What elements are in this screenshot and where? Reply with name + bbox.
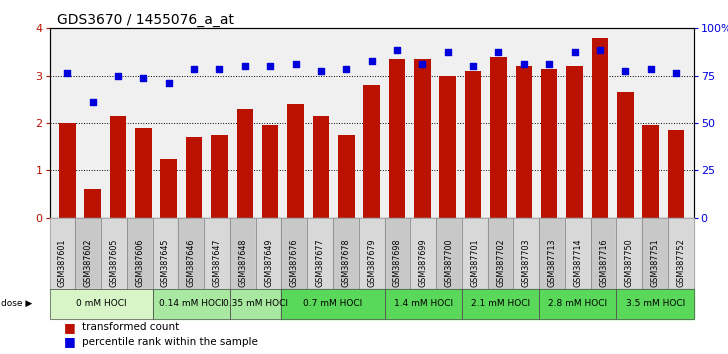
Point bbox=[189, 66, 200, 72]
Text: GSM387700: GSM387700 bbox=[445, 238, 454, 287]
Bar bbox=[211, 135, 228, 218]
Text: 2.1 mM HOCl: 2.1 mM HOCl bbox=[471, 299, 530, 308]
Bar bbox=[541, 69, 558, 218]
Text: GSM387702: GSM387702 bbox=[496, 238, 505, 287]
Point bbox=[645, 66, 657, 72]
Text: GSM387606: GSM387606 bbox=[135, 238, 144, 287]
Text: ■: ■ bbox=[64, 321, 76, 334]
Point bbox=[315, 68, 327, 74]
Bar bbox=[363, 85, 380, 218]
Text: GSM387751: GSM387751 bbox=[651, 238, 660, 287]
Text: GSM387699: GSM387699 bbox=[419, 238, 427, 287]
Bar bbox=[642, 125, 659, 218]
Text: GSM387713: GSM387713 bbox=[547, 238, 556, 287]
Text: GSM387698: GSM387698 bbox=[393, 238, 402, 287]
Bar bbox=[566, 66, 583, 218]
Point bbox=[416, 61, 428, 67]
Text: GSM387645: GSM387645 bbox=[161, 238, 170, 287]
Text: dose ▶: dose ▶ bbox=[1, 299, 32, 308]
Bar bbox=[288, 104, 304, 218]
Text: GSM387679: GSM387679 bbox=[367, 238, 376, 287]
Bar bbox=[59, 123, 76, 218]
Point bbox=[239, 63, 250, 69]
Text: GSM387605: GSM387605 bbox=[109, 238, 119, 287]
Text: GSM387677: GSM387677 bbox=[316, 238, 325, 287]
Text: GSM387703: GSM387703 bbox=[522, 238, 531, 287]
Point bbox=[61, 70, 73, 76]
Text: 0.14 mM HOCl: 0.14 mM HOCl bbox=[159, 299, 223, 308]
Point bbox=[366, 59, 378, 64]
Text: GSM387647: GSM387647 bbox=[213, 238, 221, 287]
Bar bbox=[312, 116, 329, 218]
Text: GSM387601: GSM387601 bbox=[58, 238, 67, 287]
Text: GSM387714: GSM387714 bbox=[574, 238, 582, 287]
Bar bbox=[84, 189, 101, 218]
Bar bbox=[592, 38, 608, 218]
Bar bbox=[515, 66, 532, 218]
Point bbox=[518, 61, 530, 67]
Bar bbox=[186, 137, 202, 218]
Text: GSM387648: GSM387648 bbox=[238, 238, 248, 287]
Point bbox=[163, 80, 175, 86]
Bar bbox=[465, 71, 481, 218]
Point bbox=[341, 66, 352, 72]
Text: GSM387676: GSM387676 bbox=[290, 238, 298, 287]
Bar bbox=[389, 59, 405, 218]
Point bbox=[569, 49, 580, 55]
Point bbox=[670, 70, 682, 76]
Bar bbox=[110, 116, 126, 218]
Text: GSM387602: GSM387602 bbox=[84, 238, 92, 287]
Text: GSM387678: GSM387678 bbox=[341, 238, 350, 287]
Point bbox=[467, 63, 479, 69]
Text: GSM387716: GSM387716 bbox=[599, 238, 608, 287]
Bar bbox=[440, 76, 456, 218]
Bar bbox=[668, 130, 684, 218]
Bar bbox=[617, 92, 633, 218]
Bar bbox=[338, 135, 355, 218]
Text: GSM387701: GSM387701 bbox=[470, 238, 479, 287]
Text: 2.8 mM HOCl: 2.8 mM HOCl bbox=[548, 299, 607, 308]
Text: GSM387750: GSM387750 bbox=[625, 238, 634, 287]
Text: ■: ■ bbox=[64, 335, 76, 348]
Text: 1.4 mM HOCl: 1.4 mM HOCl bbox=[394, 299, 453, 308]
Point bbox=[493, 49, 505, 55]
Text: GDS3670 / 1455076_a_at: GDS3670 / 1455076_a_at bbox=[57, 12, 234, 27]
Bar bbox=[237, 109, 253, 218]
Point bbox=[213, 66, 225, 72]
Text: transformed count: transformed count bbox=[82, 322, 180, 332]
Point bbox=[264, 63, 276, 69]
Text: 0.35 mM HOCl: 0.35 mM HOCl bbox=[223, 299, 288, 308]
Point bbox=[87, 99, 98, 104]
Text: GSM387646: GSM387646 bbox=[187, 238, 196, 287]
Point bbox=[594, 47, 606, 52]
Bar bbox=[135, 128, 151, 218]
Bar bbox=[490, 57, 507, 218]
Point bbox=[138, 75, 149, 81]
Text: 0 mM HOCl: 0 mM HOCl bbox=[76, 299, 127, 308]
Text: 3.5 mM HOCl: 3.5 mM HOCl bbox=[625, 299, 685, 308]
Point bbox=[290, 61, 301, 67]
Text: GSM387752: GSM387752 bbox=[676, 238, 685, 287]
Text: 0.7 mM HOCl: 0.7 mM HOCl bbox=[304, 299, 363, 308]
Bar bbox=[160, 159, 177, 218]
Text: percentile rank within the sample: percentile rank within the sample bbox=[82, 337, 258, 347]
Text: GSM387649: GSM387649 bbox=[264, 238, 273, 287]
Point bbox=[112, 73, 124, 79]
Point bbox=[620, 68, 631, 74]
Point bbox=[391, 47, 403, 52]
Point bbox=[442, 49, 454, 55]
Point bbox=[543, 61, 555, 67]
Bar bbox=[414, 59, 431, 218]
Bar bbox=[262, 125, 278, 218]
